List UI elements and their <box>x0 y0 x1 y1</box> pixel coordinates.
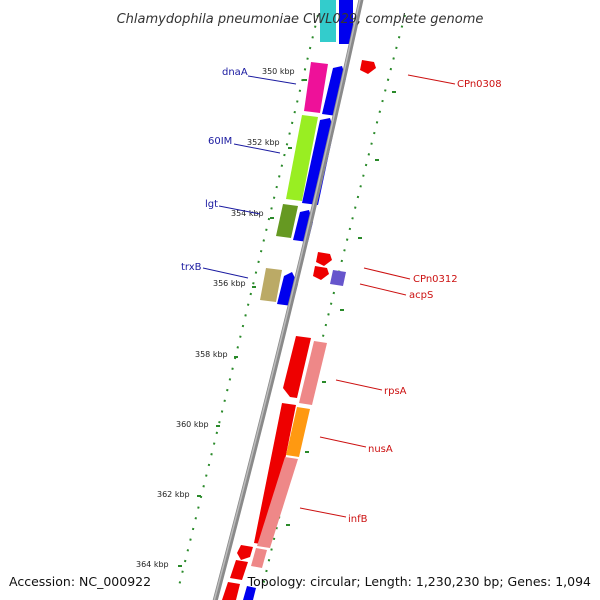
map-title: Chlamydophila pneumoniae CWL029, complet… <box>117 12 484 27</box>
tick-labels: 350 kbp 352 kbp 354 kbp 356 kbp 358 kbp … <box>136 67 295 569</box>
gene-label-right: infB <box>348 514 368 525</box>
gene-lgt <box>276 204 298 238</box>
gene-CPn0312-b <box>313 266 329 280</box>
gene-cyan-top <box>320 0 336 42</box>
gene-red-3 <box>237 545 253 560</box>
dotted-rings <box>177 14 406 591</box>
gene-60IM <box>286 115 318 201</box>
tick-label: 358 kbp <box>195 350 228 359</box>
gene-pink-lower <box>251 548 267 568</box>
forward-strand-genes <box>243 0 353 600</box>
tick-label: 354 kbp <box>231 209 264 218</box>
gene-label-left: lgt <box>205 199 218 210</box>
gene-label-right: CPn0312 <box>413 274 458 285</box>
gene-label-right: nusA <box>368 444 393 455</box>
reverse-strand-genes <box>222 0 336 600</box>
gene-pink-infB <box>257 457 298 548</box>
gene-orange-nusA <box>286 407 310 457</box>
gene-acpS <box>330 270 346 286</box>
gene-label-right: rpsA <box>384 386 407 397</box>
gene-trxB <box>260 268 282 302</box>
gene-label-right: acpS <box>409 290 433 301</box>
gene-label-left: 60IM <box>208 136 232 147</box>
outer-left-dotted-ring <box>177 14 319 591</box>
gene-blue-top <box>339 0 353 44</box>
gene-label-left: trxB <box>181 262 202 273</box>
right-gene-labels: CPn0308 CPn0312 acpS rpsA nusA infB <box>299 74 502 525</box>
gene-red-5 <box>222 582 240 600</box>
gene-CPn0312-a <box>316 252 332 266</box>
outer-ring-genes <box>313 60 376 286</box>
topology-text: Topology: circular; Length: 1,230,230 bp… <box>247 574 591 589</box>
tick-label: 352 kbp <box>247 138 280 147</box>
tick-label: 350 kbp <box>262 67 295 76</box>
tick-label: 362 kbp <box>157 490 190 499</box>
tick-label: 364 kbp <box>136 560 169 569</box>
genome-backbone-highlight <box>213 0 361 600</box>
gene-CPn0308 <box>360 60 376 74</box>
gene-red-2 <box>254 403 296 545</box>
genome-backbone <box>212 0 364 600</box>
gene-red-1 <box>283 336 311 398</box>
gene-dnaA <box>304 62 328 113</box>
left-gene-labels: dnaA 60IM lgt trxB <box>181 67 297 279</box>
gene-label-right: CPn0308 <box>457 79 502 90</box>
gene-red-4 <box>230 560 248 580</box>
gene-blue-bottom <box>243 586 256 600</box>
tick-label: 356 kbp <box>213 279 246 288</box>
gene-blue-60IM <box>302 118 334 205</box>
gene-pink-rpsA <box>299 341 327 405</box>
gene-blue-dnaA <box>322 66 346 116</box>
gene-label-left: dnaA <box>222 67 248 78</box>
tick-label: 360 kbp <box>176 420 209 429</box>
accession-text: Accession: NC_000922 <box>9 574 151 589</box>
